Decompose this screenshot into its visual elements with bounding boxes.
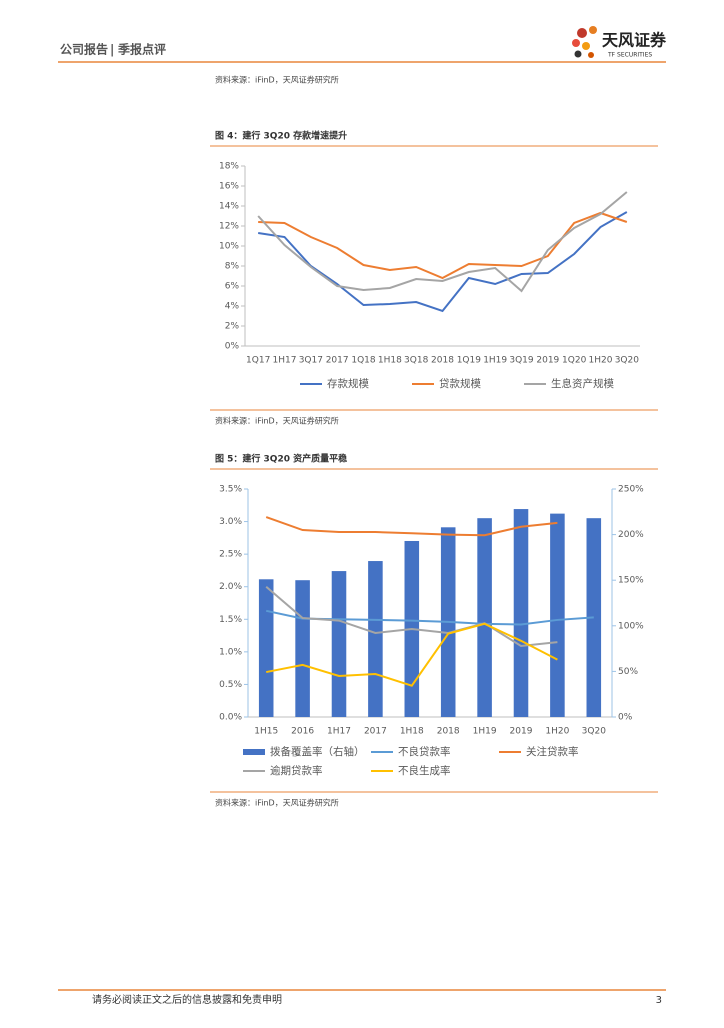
x-tick-label: 1Q18 <box>351 356 376 366</box>
x-tick-label: 3Q20 <box>615 356 640 366</box>
x-tick-label: 1H18 <box>400 727 424 737</box>
y2-tick-label: 50% <box>618 667 638 677</box>
figure-title: 图 5：建行 3Q20 资产质量平稳 <box>215 453 347 465</box>
y-tick-label: 2.5% <box>219 550 242 560</box>
logo-name: 天风证券 <box>602 31 667 50</box>
bar <box>513 509 529 717</box>
y2-tick-label: 150% <box>618 576 644 586</box>
figure-title: 图 4：建行 3Q20 存款增速提升 <box>215 130 347 142</box>
y-tick-label: 1.5% <box>219 615 242 625</box>
logo-icon <box>572 26 597 58</box>
x-tick-label: 1H19 <box>473 727 497 737</box>
line-series <box>258 211 628 280</box>
legend-label: 不良贷款率 <box>398 745 451 758</box>
x-tick-label: 2017 <box>326 356 349 366</box>
source-note: 资料来源：iFinD，天风证券研究所 <box>215 798 339 808</box>
x-tick-label: 3Q19 <box>509 356 534 366</box>
x-tick-label: 1Q20 <box>562 356 587 366</box>
bar <box>295 580 310 717</box>
x-tick-label: 3Q18 <box>404 356 429 366</box>
x-tick-label: 1H20 <box>545 727 569 737</box>
y-tick-label: 0% <box>225 342 240 352</box>
y-tick-label: 4% <box>225 302 240 312</box>
x-tick-label: 1H17 <box>273 356 297 366</box>
x-tick-label: 3Q20 <box>582 727 607 737</box>
legend-label: 逾期贷款率 <box>270 764 323 777</box>
x-tick-label: 1H17 <box>327 727 351 737</box>
y-tick-label: 0.0% <box>219 713 242 723</box>
x-tick-label: 2018 <box>431 356 454 366</box>
bar <box>550 513 565 717</box>
y-tick-label: 14% <box>219 202 239 212</box>
y-tick-label: 0.5% <box>219 680 242 690</box>
line-series <box>257 191 628 293</box>
y2-tick-label: 0% <box>618 713 633 723</box>
y2-tick-label: 100% <box>618 621 644 631</box>
bar <box>477 518 492 717</box>
y-tick-label: 1.0% <box>219 647 242 657</box>
x-tick-label: 2016 <box>291 727 314 737</box>
legend-label: 存款规模 <box>327 377 369 390</box>
x-tick-label: 2019 <box>536 356 559 366</box>
bar <box>331 571 347 717</box>
x-tick-label: 2019 <box>510 727 533 737</box>
header-report-type: 季报点评 <box>117 42 166 57</box>
legend-swatch <box>243 749 265 755</box>
y-tick-label: 2.0% <box>219 582 242 592</box>
x-tick-label: 2017 <box>364 727 387 737</box>
source-note: 资料来源：iFinD，天风证券研究所 <box>215 416 339 426</box>
x-tick-label: 1H20 <box>589 356 613 366</box>
y-tick-label: 3.0% <box>219 517 242 527</box>
footer-disclaimer: 请务必阅读正文之后的信息披露和免责申明 <box>92 993 282 1006</box>
line-series <box>265 516 558 537</box>
y-tick-label: 12% <box>219 222 239 232</box>
x-tick-label: 1H15 <box>254 727 278 737</box>
bar <box>368 561 383 717</box>
page-number: 3 <box>656 995 662 1006</box>
legend-label: 拨备覆盖率（右轴） <box>270 745 365 758</box>
legend-label: 不良生成率 <box>398 764 451 777</box>
legend-label: 关注贷款率 <box>526 745 579 758</box>
x-tick-label: 1H19 <box>483 356 507 366</box>
header-separator: | <box>110 43 114 57</box>
y-tick-label: 16% <box>219 182 239 192</box>
y-tick-label: 3.5% <box>219 485 242 495</box>
x-tick-label: 3Q17 <box>299 356 323 366</box>
line-series <box>266 622 558 687</box>
line-series <box>265 609 594 626</box>
logo-en: TF SECURITIES <box>607 52 652 59</box>
y-tick-label: 6% <box>225 282 240 292</box>
y-tick-label: 2% <box>225 322 240 332</box>
x-tick-label: 2018 <box>437 727 460 737</box>
x-tick-label: 1Q17 <box>246 356 270 366</box>
y-tick-label: 10% <box>219 242 239 252</box>
bar <box>258 579 274 717</box>
y2-tick-label: 250% <box>618 485 644 495</box>
header-section: 公司报告 <box>60 42 108 57</box>
x-tick-label: 1H18 <box>378 356 402 366</box>
source-note: 资料来源：iFinD，天风证券研究所 <box>215 75 339 85</box>
line-series <box>265 585 558 648</box>
y-tick-label: 18% <box>219 162 239 172</box>
line-series <box>258 211 628 313</box>
y-tick-label: 8% <box>225 262 240 272</box>
y2-tick-label: 200% <box>618 530 644 540</box>
legend-label: 贷款规模 <box>439 377 481 390</box>
x-tick-label: 1Q19 <box>457 356 482 366</box>
legend-label: 生息资产规模 <box>551 377 614 390</box>
